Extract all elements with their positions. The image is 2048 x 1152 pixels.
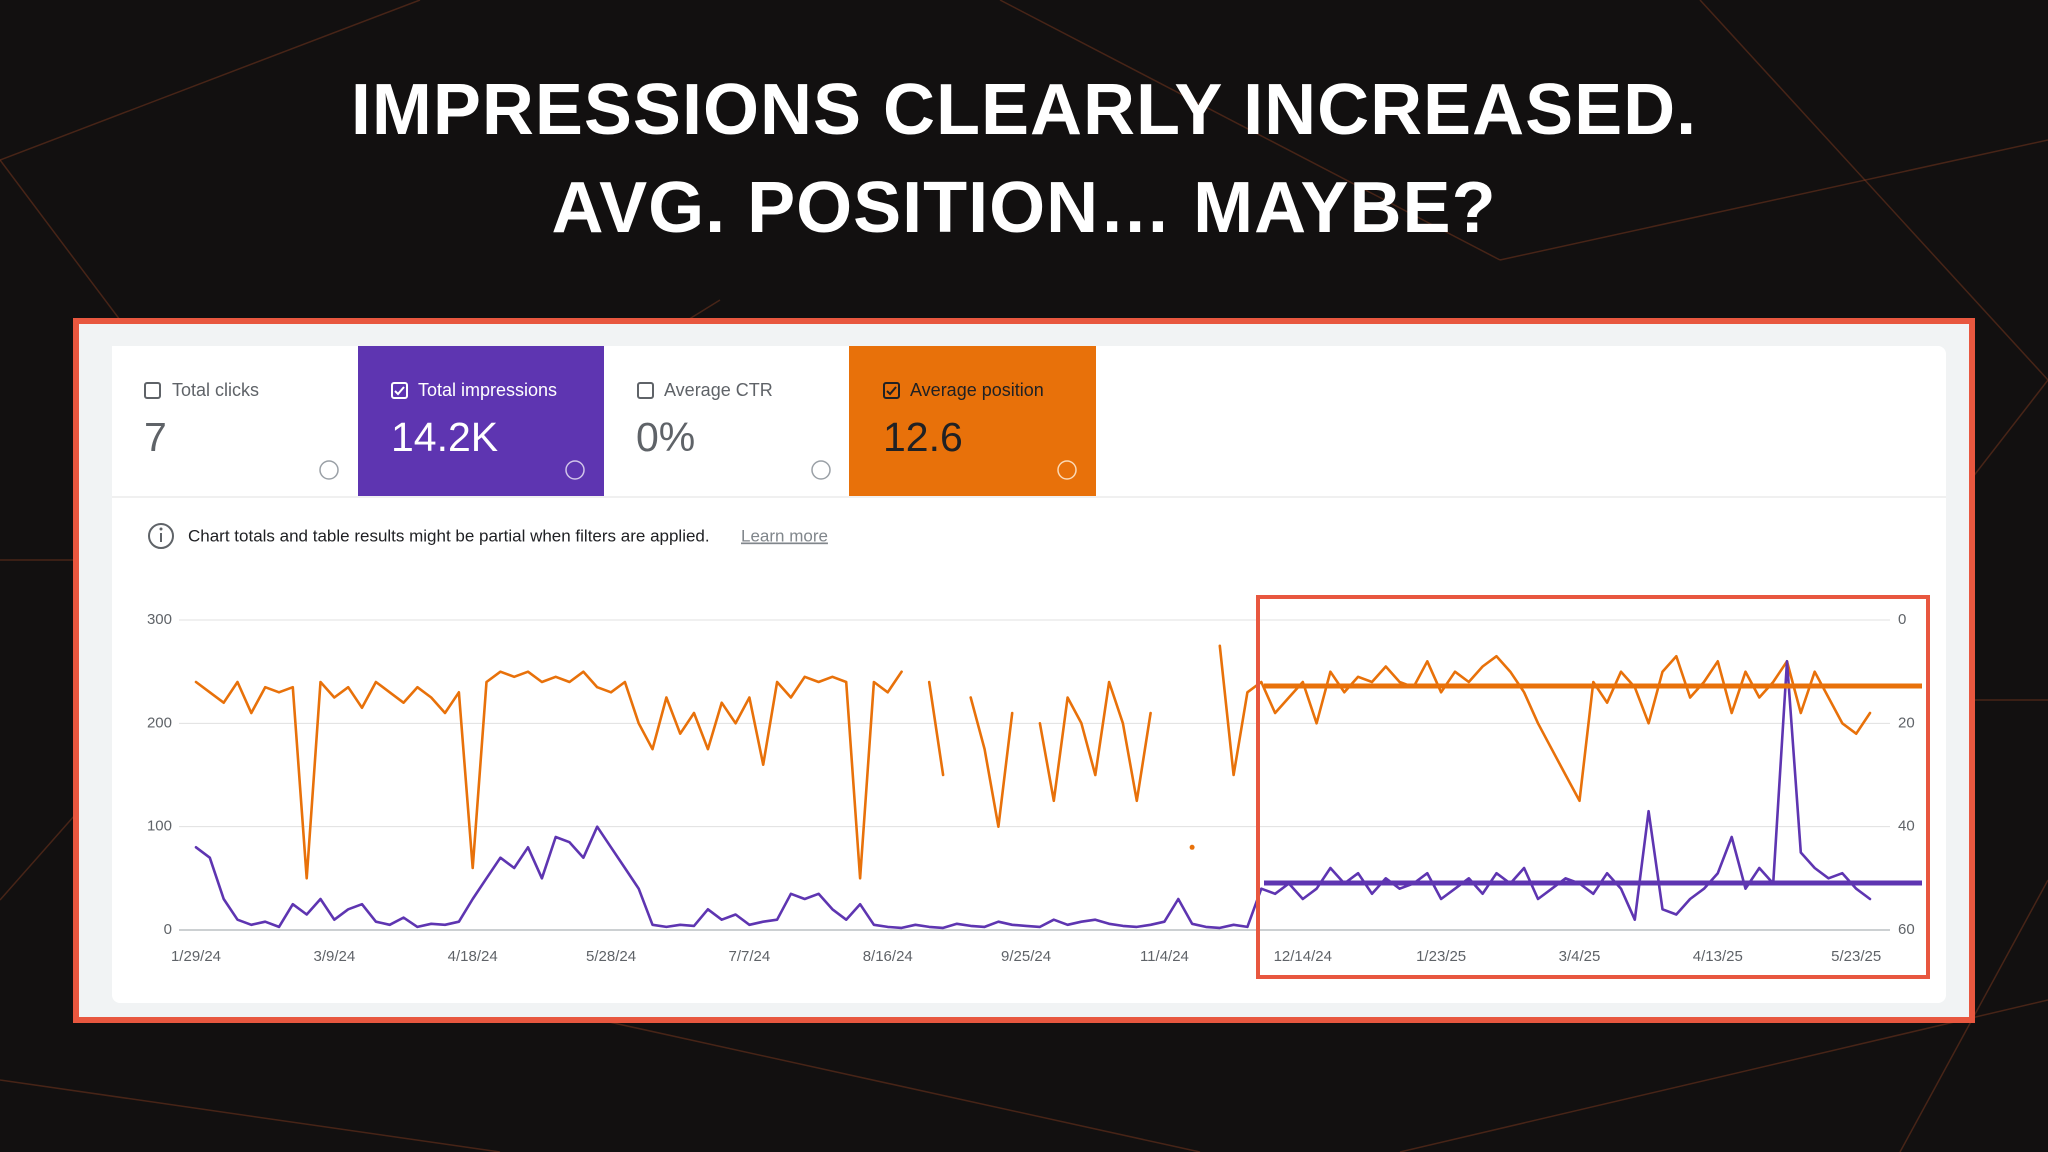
x-tick-label: 1/29/24 — [171, 948, 221, 965]
checkbox[interactable] — [391, 382, 408, 399]
y2-tick-label: 20 — [1898, 714, 1915, 731]
title-line: AVG. POSITION… MAYBE? — [551, 168, 1496, 248]
metric-value: 12.6 — [883, 414, 963, 460]
checkbox[interactable] — [637, 382, 654, 399]
x-tick-label: 5/28/24 — [586, 948, 636, 965]
help-icon[interactable] — [319, 460, 339, 480]
x-tick-label: 7/7/24 — [729, 948, 771, 965]
metric-label: Average position — [910, 380, 1044, 400]
metric-cards: Total clicks 7 Total impressions 14.2K A… — [112, 346, 1096, 496]
metric-label: Total clicks — [172, 380, 259, 400]
series-line — [1218, 644, 1872, 803]
x-tick-label: 8/16/24 — [863, 948, 913, 965]
y-tick-label: 100 — [147, 818, 172, 835]
help-icon[interactable] — [1057, 460, 1077, 480]
notice-link[interactable]: Learn more — [741, 526, 828, 545]
check-mark — [394, 386, 405, 396]
metric-card[interactable] — [849, 346, 1096, 496]
series-line — [194, 660, 1872, 930]
x-tick-label: 4/13/25 — [1693, 948, 1743, 965]
metric-value: 0% — [636, 414, 695, 460]
series-line — [194, 670, 903, 880]
x-tick-label: 11/4/24 — [1140, 948, 1189, 965]
metric-label: Average CTR — [664, 380, 773, 400]
y-tick-label: 300 — [147, 611, 172, 628]
metric-card[interactable] — [604, 346, 849, 496]
y-tick-label: 0 — [164, 921, 172, 938]
metric-value: 7 — [144, 414, 167, 460]
help-icon[interactable] — [811, 460, 831, 480]
notice-text: Chart totals and table results might be … — [188, 526, 710, 545]
help-icon[interactable] — [565, 460, 585, 480]
metric-card[interactable] — [358, 346, 604, 496]
metric-value: 14.2K — [391, 414, 498, 460]
chart: 0 100 200 300 0 20 40 60 1/29/24 3/9/24 4/18/24 5/2… — [147, 611, 1915, 965]
series-line — [1038, 680, 1152, 803]
info-icon — [148, 523, 174, 549]
title-line: IMPRESSIONS CLEARLY INCREASED. — [351, 70, 1697, 150]
x-tick-label: 3/9/24 — [313, 948, 355, 965]
check-mark — [886, 386, 897, 396]
x-tick-label: 3/4/25 — [1559, 948, 1601, 965]
checkbox[interactable] — [144, 382, 161, 399]
x-tick-label: 4/18/24 — [448, 948, 498, 965]
x-tick-label: 9/25/24 — [1001, 948, 1051, 965]
series-line — [927, 680, 945, 777]
y-tick-label: 200 — [147, 714, 172, 731]
report-card — [112, 346, 1946, 1003]
x-tick-label: 1/23/25 — [1416, 948, 1466, 965]
y2-tick-label: 0 — [1898, 611, 1906, 628]
x-tick-label: 5/23/25 — [1831, 948, 1881, 965]
metric-label: Total impressions — [418, 380, 557, 400]
y2-tick-label: 40 — [1898, 818, 1915, 835]
checkbox[interactable] — [883, 382, 900, 399]
x-tick-label: 12/14/24 — [1274, 948, 1332, 965]
y2-tick-label: 60 — [1898, 921, 1915, 938]
annotation-box — [1256, 595, 1930, 979]
metric-card[interactable] — [112, 346, 358, 496]
info-icon-dot — [159, 527, 163, 531]
series-line — [969, 696, 1014, 828]
